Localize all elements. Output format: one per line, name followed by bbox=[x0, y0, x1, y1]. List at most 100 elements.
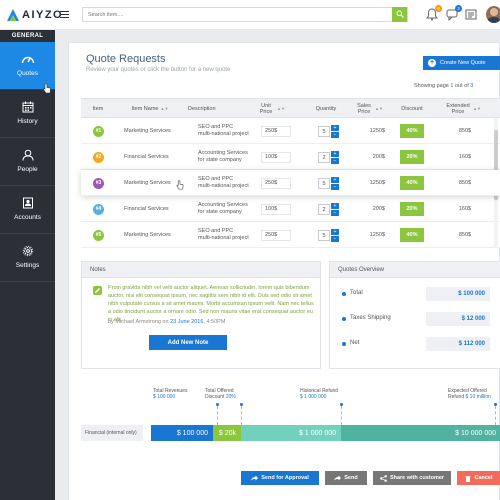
hand-cursor-icon bbox=[176, 180, 184, 190]
menu-icon[interactable] bbox=[60, 11, 69, 18]
sidebar-item-label: Settings bbox=[15, 262, 40, 269]
header-discount: Discount bbox=[401, 105, 423, 112]
sales-price-cell: 1250$ bbox=[369, 128, 385, 134]
table-row[interactable]: #4 Financial Services Accounting Services f… bbox=[81, 196, 500, 222]
item-cell: #2 bbox=[93, 144, 104, 170]
increment-button[interactable]: + bbox=[331, 125, 339, 131]
sidebar-item-history[interactable]: History bbox=[0, 90, 55, 138]
calendar-icon bbox=[22, 101, 33, 113]
inbox-icon bbox=[465, 9, 477, 20]
pagination-info: Showing page 1 out of 3 bbox=[414, 83, 474, 89]
table-body: #1 Marketing Services SEO and PPC multi-nat… bbox=[81, 118, 500, 248]
user-avatar[interactable] bbox=[486, 6, 500, 23]
quantity-stepper[interactable]: 5 + − bbox=[318, 124, 340, 138]
extended-price-cell: 160$ bbox=[458, 206, 472, 212]
total-pages[interactable]: 3 bbox=[470, 83, 474, 89]
item-name-cell: Marketing Services bbox=[124, 232, 171, 238]
increment-button[interactable]: + bbox=[331, 151, 339, 157]
search-button[interactable] bbox=[392, 7, 407, 22]
sort-icon: ▲▼ bbox=[277, 105, 285, 111]
sidebar-item-settings[interactable]: Settings bbox=[0, 234, 55, 282]
sales-price-cell: 1250$ bbox=[369, 180, 385, 186]
user-icon bbox=[22, 149, 33, 161]
table-row[interactable]: #5 Marketing Services SEO and PPC multi-nat… bbox=[81, 222, 500, 248]
quantity-input[interactable]: 2 bbox=[318, 204, 330, 215]
item-number-badge: #4 bbox=[93, 203, 104, 215]
overview-row: Taxes Shipping $ 12 000 bbox=[330, 312, 500, 326]
header-description: Description bbox=[188, 105, 216, 112]
item-number-badge: #3 bbox=[93, 177, 104, 189]
quantity-stepper[interactable]: 5 + − bbox=[318, 228, 340, 242]
quantity-cell: 5 + − bbox=[318, 170, 340, 196]
trash-icon bbox=[465, 475, 471, 482]
cancel-button[interactable]: Cancel bbox=[457, 471, 500, 485]
page-subtitle: Review your quotes or click the button f… bbox=[86, 67, 231, 73]
header-quantity: Quantity bbox=[315, 105, 337, 112]
notifications-button[interactable]: 6 bbox=[426, 5, 442, 21]
segment-historical-refund: $ 1 000 000 bbox=[241, 425, 341, 441]
send-button[interactable]: Send bbox=[325, 471, 367, 485]
table-row[interactable]: #2 Financial Services Accounting Services f… bbox=[81, 144, 500, 170]
quantity-input[interactable]: 5 bbox=[318, 178, 330, 189]
discount-badge: 40% bbox=[400, 228, 424, 242]
extended-price-cell: 850$ bbox=[458, 128, 472, 134]
item-number-badge: #2 bbox=[93, 151, 104, 163]
overview-row: Net $ 112 000 bbox=[330, 337, 500, 351]
increment-button[interactable]: + bbox=[331, 203, 339, 209]
create-quote-button[interactable]: + Create New Quote bbox=[423, 56, 500, 70]
sidebar-item-accounts[interactable]: Accounts bbox=[0, 186, 55, 234]
quotes-table: Item Item Name ▲▼ Description Unit Price ▲… bbox=[81, 98, 500, 248]
inbox-button[interactable] bbox=[465, 8, 477, 21]
bar-row-label: Financial (internal only) bbox=[81, 425, 143, 441]
edit-note-icon[interactable] bbox=[93, 286, 102, 295]
decrement-button[interactable]: − bbox=[331, 236, 339, 242]
increment-button[interactable]: + bbox=[331, 177, 339, 183]
note-date[interactable]: 23 June 2016 bbox=[170, 319, 204, 325]
segment-expected-refund: $ 10 000 000 bbox=[341, 425, 500, 441]
bullet-dot bbox=[342, 292, 346, 296]
header-sales-price[interactable]: Sales Price ▲▼ bbox=[357, 102, 383, 116]
quantity-input[interactable]: 2 bbox=[318, 152, 330, 163]
item-name-cell: Marketing Services bbox=[124, 128, 171, 134]
quantity-stepper[interactable]: 2 + − bbox=[318, 150, 340, 164]
discount-badge: 40% bbox=[400, 176, 424, 190]
header-unit-price[interactable]: Unit Price ▲▼ bbox=[259, 102, 285, 116]
decrement-button[interactable]: − bbox=[331, 210, 339, 216]
decrement-button[interactable]: − bbox=[331, 132, 339, 138]
sidebar-section-title: GENERAL bbox=[11, 33, 44, 39]
sort-icon: ▲▼ bbox=[375, 105, 383, 111]
unit-price-cell: 250$ bbox=[261, 222, 291, 248]
sidebar-item-label: People bbox=[17, 166, 38, 173]
unit-price-cell: 100$ bbox=[261, 196, 291, 222]
messages-button[interactable]: 3 bbox=[446, 5, 462, 22]
add-note-button[interactable]: Add New Note bbox=[149, 335, 227, 350]
pencil-icon bbox=[95, 288, 100, 293]
item-name-cell: Financial Services bbox=[124, 154, 169, 160]
header-extended-price[interactable]: Extended Price ▲▼ bbox=[446, 102, 481, 116]
marker-line bbox=[495, 406, 496, 425]
table-row[interactable]: #3 Marketing Services SEO and PPC multi-nat… bbox=[81, 170, 500, 196]
sidebar-item-people[interactable]: People bbox=[0, 138, 55, 186]
decrement-button[interactable]: − bbox=[331, 184, 339, 190]
send-for-approval-button[interactable]: Send for Approval bbox=[241, 471, 319, 485]
overview-title: Quotes Overview bbox=[330, 262, 500, 278]
search-input[interactable] bbox=[82, 7, 408, 22]
logo[interactable]: AIYZO bbox=[7, 7, 67, 23]
sidebar-item-quotes[interactable]: Quotes bbox=[0, 42, 55, 94]
quantity-input[interactable]: 5 bbox=[318, 126, 330, 137]
item-name-cell: Financial Services bbox=[124, 206, 169, 212]
quantity-input[interactable]: 5 bbox=[318, 230, 330, 241]
hand-cursor-icon bbox=[43, 83, 51, 94]
decrement-button[interactable]: − bbox=[331, 158, 339, 164]
scrollbar-thumb[interactable] bbox=[494, 130, 498, 200]
content-area: Quote Requests Review your quotes or cli… bbox=[55, 30, 500, 500]
quantity-stepper[interactable]: 5 + − bbox=[318, 176, 340, 190]
current-page[interactable]: 1 bbox=[450, 83, 454, 89]
share-with-customer-button[interactable]: Share with customer bbox=[373, 471, 451, 485]
table-row[interactable]: #1 Marketing Services SEO and PPC multi-nat… bbox=[81, 118, 500, 144]
header-item-name[interactable]: Item Name ▲▼ bbox=[131, 105, 169, 112]
increment-button[interactable]: + bbox=[331, 229, 339, 235]
quantity-stepper[interactable]: 2 + − bbox=[318, 202, 340, 216]
extended-price-cell: 850$ bbox=[458, 232, 472, 238]
notes-panel: Notes Proin gravida nibh vel velit aucto… bbox=[81, 261, 321, 369]
